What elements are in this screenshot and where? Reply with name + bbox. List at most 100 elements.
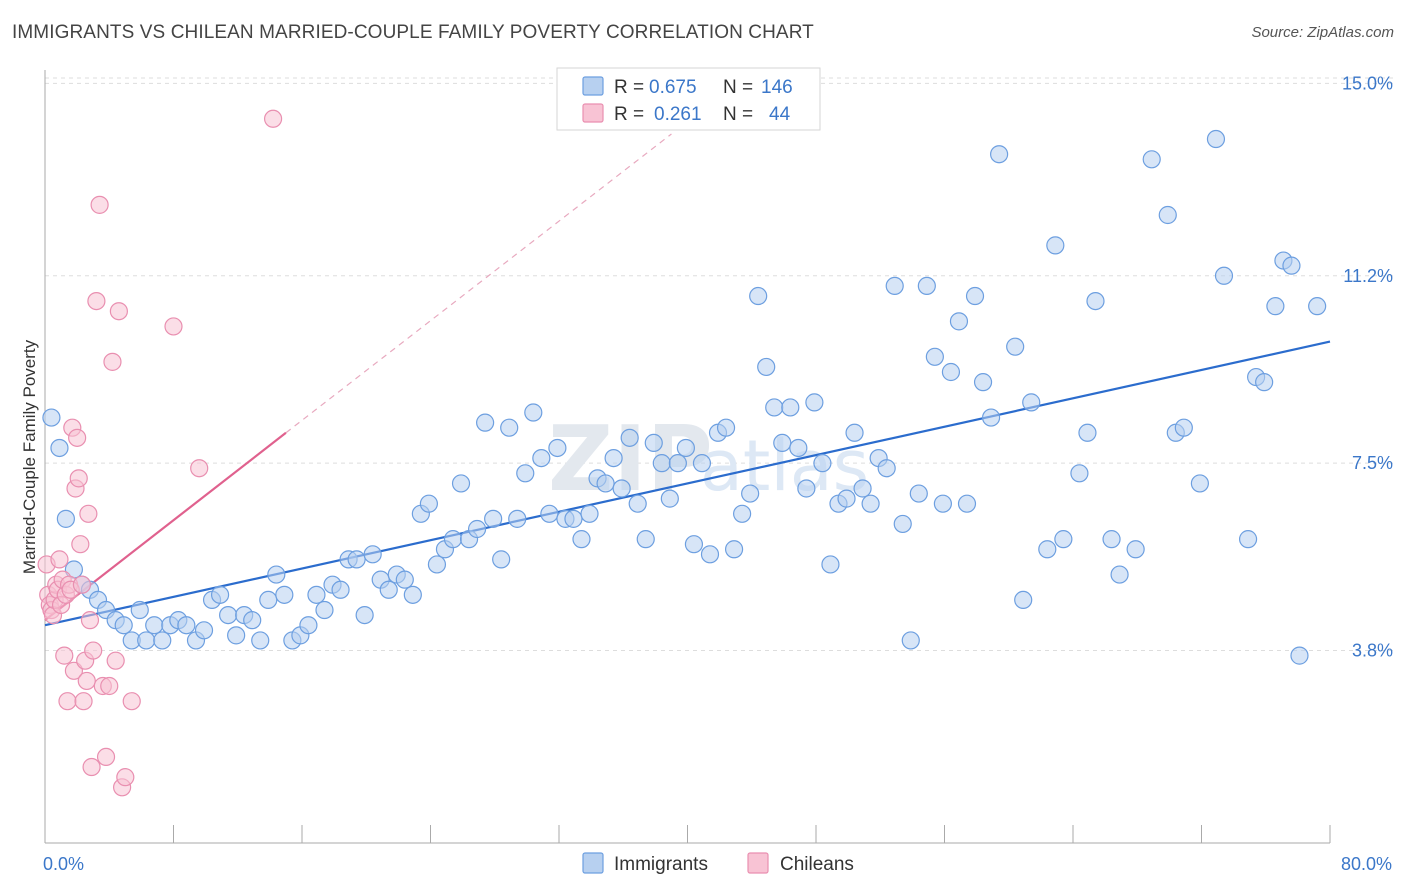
immigrants-point [467,519,487,539]
immigrants-point [973,373,993,392]
immigrants-point [1142,150,1161,169]
legend-swatch-chileans [582,103,604,123]
immigrants-point [644,433,663,453]
chileans-trend-extension [285,133,672,434]
immigrants-point [990,145,1009,164]
immigrants-point [42,408,61,427]
chileans-point [74,692,93,711]
legend-n-value-chileans: 44 [769,104,791,125]
chileans-point [103,352,122,371]
immigrants-point [1022,393,1041,412]
immigrants-point [1255,373,1274,392]
immigrants-point [1086,291,1105,311]
immigrants-point [1238,530,1258,549]
immigrants-point [676,438,695,458]
immigrants-point [307,585,326,604]
immigrants-point [114,616,133,635]
immigrants-point [805,393,824,412]
chileans-point [96,747,116,767]
immigrants-point [821,555,840,574]
immigrants-point [861,494,880,513]
immigrants-point [837,489,856,508]
x-tick-label: 0.0% [43,854,84,874]
x-tick-label: 80.0% [1341,854,1392,874]
immigrants-point [331,580,350,599]
legend-r-label-immigrants: R = [614,77,644,98]
immigrants-point [524,403,543,422]
immigrants-point [636,530,655,549]
immigrants-point [845,423,864,442]
immigrants-point [1206,129,1226,149]
chileans-point [77,671,96,691]
immigrants-point [227,626,246,645]
immigrants-point [275,585,294,604]
y-axis-label: Married-Couple Family Poverty [20,339,39,574]
chileans-point [100,676,119,696]
immigrants-point [1006,337,1025,356]
immigrants-point [741,484,760,503]
immigrants-point [757,357,776,377]
chileans-point [55,646,74,665]
bottom-legend-swatch-chileans [747,852,769,874]
chileans-point [71,535,90,554]
immigrants-point [893,514,912,534]
bottom-legend-swatch-immigrants [582,852,604,874]
immigrants-point [508,509,527,528]
immigrants-point [219,605,238,625]
immigrants-point [700,545,720,564]
immigrants-point [210,585,230,604]
legend-r-label-chileans: R = [614,104,644,125]
tick-layer: 3.8% 7.5% 11.2% 15.0% 0.0% 80.0% [43,73,1393,874]
immigrants-point [733,504,752,523]
immigrants-point [532,448,551,468]
immigrants-point [50,438,69,458]
immigrants-point [853,479,872,498]
immigrants-point [1290,646,1309,665]
immigrants-point [540,504,559,523]
immigrants-point [660,489,679,508]
y-tick-label: 11.2% [1343,266,1393,286]
immigrants-point [56,509,75,528]
chileans-point [58,692,77,711]
immigrants-trend-line [44,340,1331,627]
chileans-point [116,768,135,787]
immigrants-point [1078,423,1097,442]
immigrants-point [500,418,519,437]
immigrants-point [347,550,366,569]
legend-swatch-immigrants [582,76,604,96]
immigrants-point [917,276,936,296]
axis-layer [44,70,1331,844]
chileans-point [84,641,103,660]
immigrants-point [877,459,896,478]
grid-layer [45,77,1395,652]
immigrants-point [516,464,535,483]
immigrants-point [451,474,471,493]
immigrants-point [1190,474,1209,493]
chileans-point [50,550,69,569]
immigrants-point [612,479,631,498]
legend-top: R = 0.675 N = 146 R = 0.261 N = 44 [556,67,821,131]
chileans-point [109,302,128,321]
immigrants-point [965,286,985,306]
immigrants-point [1038,540,1057,559]
y-tick-label: 3.8% [1352,641,1393,661]
chileans-point [164,317,183,336]
immigrants-point [925,347,944,366]
immigrants-point [137,631,156,650]
immigrants-point [153,631,172,650]
immigrants-point [564,509,583,528]
immigrants-point [243,611,262,630]
immigrants-point [194,621,214,640]
immigrants-point [145,616,164,635]
immigrants-point [1070,464,1089,483]
immigrants-point [813,454,832,473]
bottom-legend-label-immigrants: Immigrants [614,854,708,875]
immigrants-point [259,590,278,610]
legend-r-value-immigrants: 0.675 [649,77,697,98]
immigrants-point [403,585,422,604]
chileans-point [68,428,87,447]
immigrants-point [1308,297,1327,316]
y-tick-label: 15.0% [1342,73,1393,93]
immigrants-point [363,545,382,564]
